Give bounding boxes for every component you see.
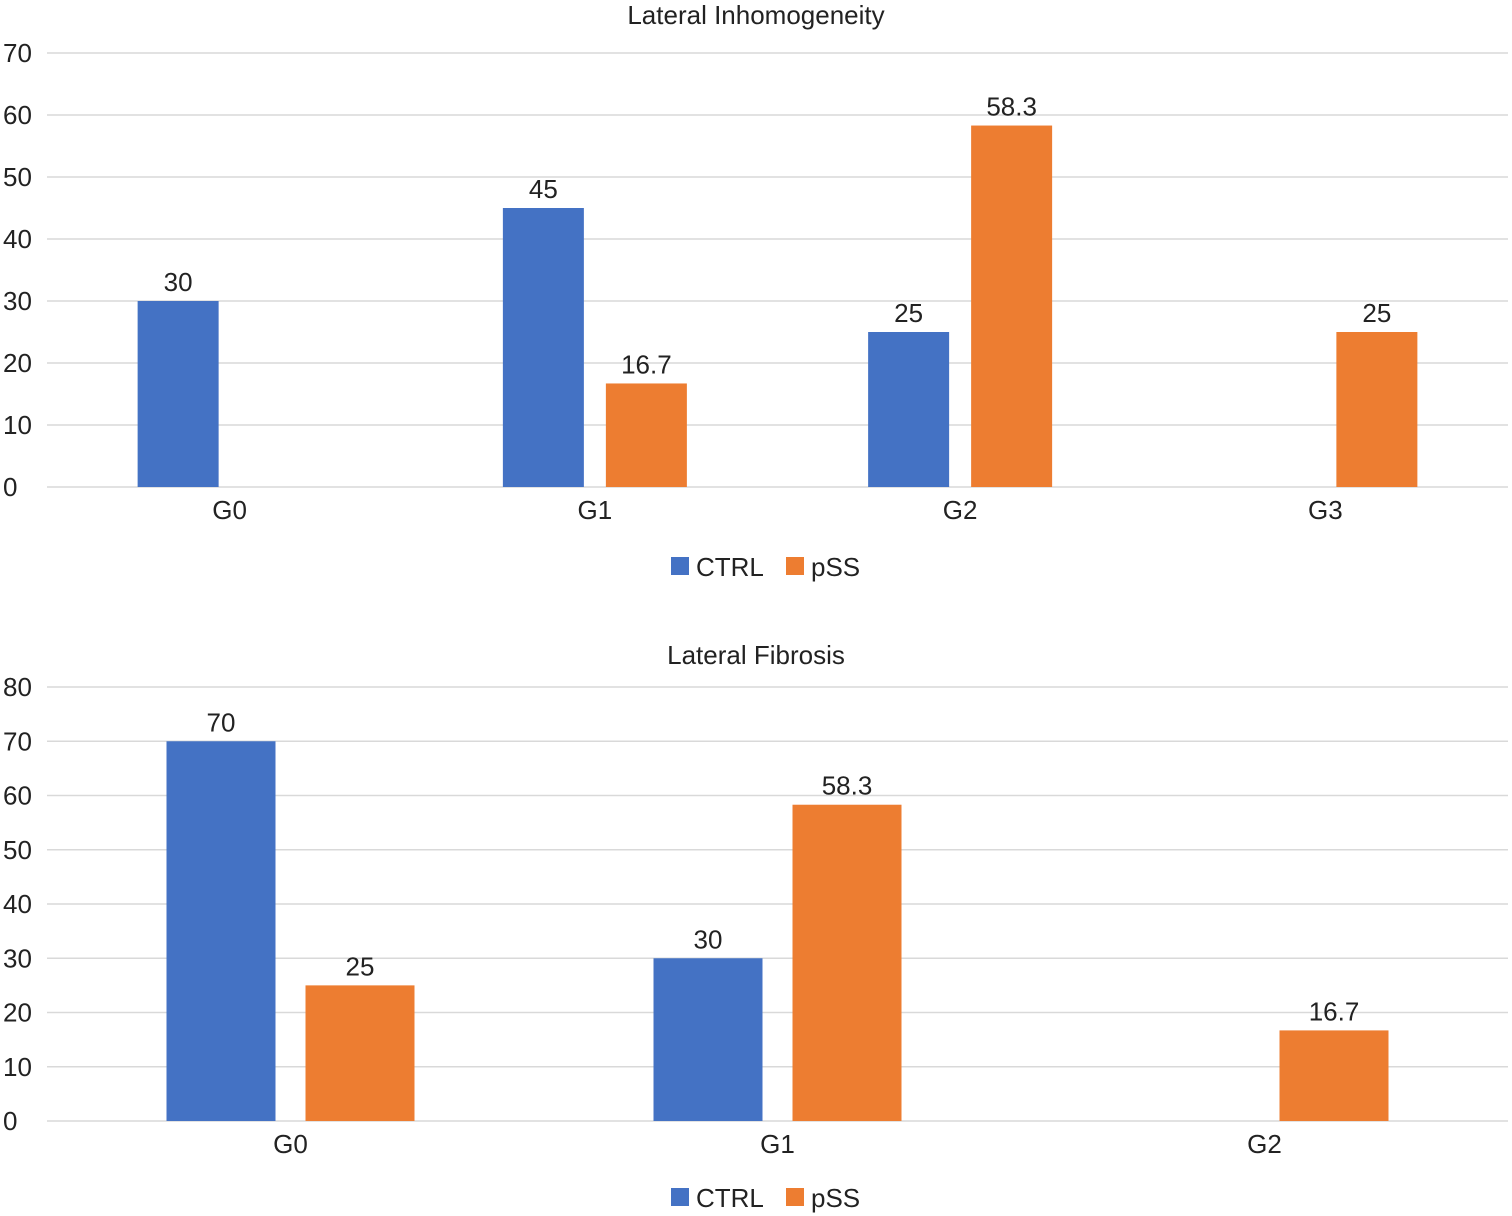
bar-ctrl-g1	[653, 958, 763, 1121]
y-tick-label: 60	[3, 781, 32, 811]
y-tick-label: 50	[3, 162, 32, 192]
chart-panel-1: Lateral Inhomogeneity 0 10 20 30 40 50 60 70 30 G0…	[3, 0, 1508, 582]
legend-label-pss: pSS	[811, 552, 860, 582]
x-tick-label: G2	[1247, 1129, 1282, 1159]
bar-pss-g3	[1336, 332, 1418, 487]
bar-ctrl-g2	[868, 332, 950, 487]
y-tick-label: 30	[3, 943, 32, 973]
y-tick-label: 10	[3, 410, 32, 440]
x-tick-label: G1	[578, 495, 613, 525]
data-label: 58.3	[822, 771, 873, 801]
data-label: 30	[694, 924, 723, 954]
legend-swatch-pss	[786, 1188, 804, 1206]
data-label: 70	[207, 707, 236, 737]
legend-swatch-ctrl	[671, 1188, 689, 1206]
bar-pss-g0	[305, 985, 415, 1121]
bar-pss-g2	[1279, 1030, 1389, 1121]
y-tick-label: 0	[3, 1106, 17, 1136]
chart-title: Lateral Inhomogeneity	[627, 0, 884, 30]
chart-title: Lateral Fibrosis	[667, 640, 845, 670]
bar-ctrl-g1	[502, 208, 584, 487]
data-label: 58.3	[986, 92, 1037, 122]
y-tick-label: 40	[3, 889, 32, 919]
y-tick-label: 0	[3, 472, 17, 502]
y-tick-label: 20	[3, 998, 32, 1028]
y-tick-label: 30	[3, 286, 32, 316]
y-tick-label: 10	[3, 1052, 32, 1082]
x-tick-label: G1	[760, 1129, 795, 1159]
y-tick-label: 40	[3, 224, 32, 254]
data-label: 30	[164, 267, 193, 297]
x-tick-label: G2	[943, 495, 978, 525]
legend-swatch-ctrl	[671, 557, 689, 575]
legend-label-ctrl: CTRL	[696, 552, 764, 582]
legend-label-ctrl: CTRL	[696, 1183, 764, 1213]
data-label: 25	[1362, 298, 1391, 328]
bar-pss-g1	[792, 804, 902, 1121]
data-label: 16.7	[1309, 996, 1360, 1026]
y-tick-label: 70	[3, 726, 32, 756]
y-tick-label: 50	[3, 835, 32, 865]
data-label: 16.7	[621, 349, 672, 379]
data-label: 45	[529, 174, 558, 204]
data-label: 25	[346, 951, 375, 981]
x-tick-label: G3	[1308, 495, 1343, 525]
legend-label-pss: pSS	[811, 1183, 860, 1213]
y-tick-label: 60	[3, 100, 32, 130]
bar-ctrl-g0	[166, 741, 276, 1121]
x-tick-label: G0	[273, 1129, 308, 1159]
bar-ctrl-g0	[137, 301, 219, 487]
chart-panel-2: Lateral Fibrosis 0 10 20 30 40 50 60 70 80 70 25 G0 3…	[3, 640, 1508, 1213]
data-label: 25	[894, 298, 923, 328]
y-tick-label: 80	[3, 672, 32, 702]
bar-pss-g2	[971, 125, 1053, 487]
y-tick-label: 70	[3, 38, 32, 68]
x-tick-label: G0	[212, 495, 247, 525]
legend-swatch-pss	[786, 557, 804, 575]
y-tick-label: 20	[3, 348, 32, 378]
bar-pss-g1	[605, 383, 687, 487]
